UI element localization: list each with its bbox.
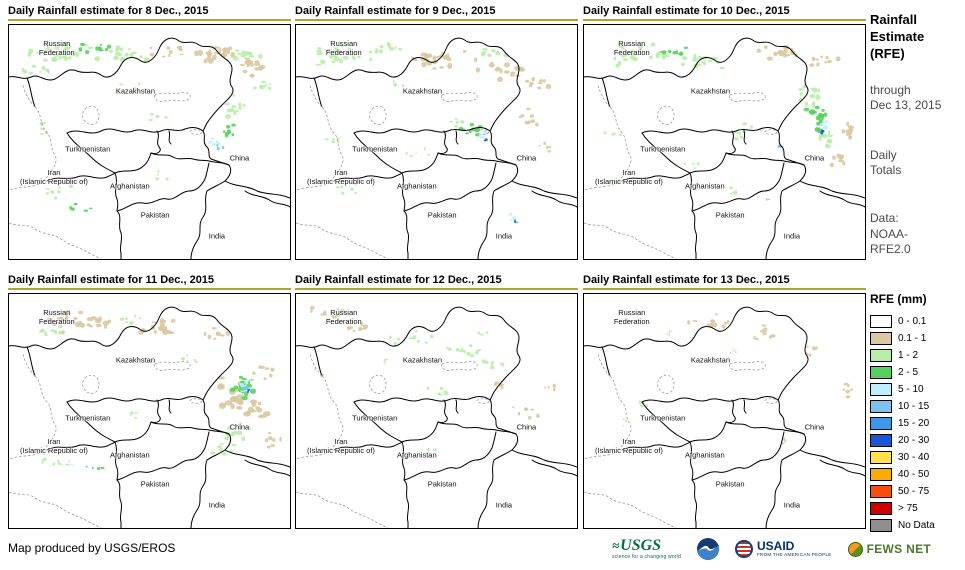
usgs-wave-icon: ≈ bbox=[612, 538, 620, 553]
usgs-wordmark: USGS bbox=[620, 537, 662, 554]
map-canvas bbox=[9, 37, 290, 259]
sidebar-through-date: through Dec 13, 2015 bbox=[870, 82, 942, 113]
legend-row: 5 - 10 bbox=[870, 381, 964, 398]
rainfall-layer bbox=[603, 42, 854, 201]
noaa-seal-icon bbox=[696, 538, 719, 560]
legend-label: 20 - 30 bbox=[898, 434, 930, 446]
map-panel-dec8: Daily Rainfall estimate for 8 Dec., 2015… bbox=[8, 4, 291, 260]
rainfall-layer bbox=[622, 313, 853, 445]
legend-swatch bbox=[870, 365, 892, 379]
map-dec13: Russian Federation Kazakhstan Turkmenistan… bbox=[583, 293, 866, 529]
map-canvas bbox=[9, 306, 290, 528]
usgs-tagline: science for a changing world bbox=[612, 554, 681, 560]
legend-label: 10 - 15 bbox=[898, 400, 930, 412]
legend-row: 2 - 5 bbox=[870, 364, 964, 381]
map-panel-dec13: Daily Rainfall estimate for 13 Dec., 201… bbox=[583, 273, 866, 529]
map-canvas bbox=[296, 305, 577, 528]
legend-label: 0 - 0.1 bbox=[898, 315, 927, 327]
map-panel-dec9: Daily Rainfall estimate for 9 Dec., 2015… bbox=[295, 4, 578, 260]
panel-title: Daily Rainfall estimate for 8 Dec., 2015 bbox=[8, 4, 291, 21]
legend-row: 0 - 0.1 bbox=[870, 313, 964, 330]
rainfall-layer bbox=[310, 305, 556, 456]
legend-label: 30 - 40 bbox=[898, 451, 930, 463]
map-dec11: Russian Federation Kazakhstan Turkmenistan… bbox=[8, 293, 291, 529]
legend-swatch bbox=[870, 348, 892, 362]
legend-swatch bbox=[870, 314, 892, 328]
country-borders bbox=[296, 306, 577, 528]
legend-list: 0 - 0.1 0.1 - 1 1 - 2 2 - 5 5 - 10 10 - 15 15 … bbox=[870, 313, 964, 534]
footer-logos: ≈USGS science for a changing world USAID… bbox=[612, 534, 931, 564]
panel-title: Daily Rainfall estimate for 9 Dec., 2015 bbox=[295, 4, 578, 21]
map-canvas bbox=[584, 37, 865, 259]
legend-swatch bbox=[870, 484, 892, 498]
fews-wordmark: FEWS NET bbox=[866, 542, 932, 556]
usaid-wordmark: USAID bbox=[756, 539, 795, 554]
panel-title: Daily Rainfall estimate for 13 Dec., 201… bbox=[583, 273, 866, 290]
legend-label: 2 - 5 bbox=[898, 366, 919, 378]
country-borders bbox=[296, 37, 577, 259]
legend-row: 1 - 2 bbox=[870, 347, 964, 364]
map-dec12: Russian Federation Kazakhstan Turkmenistan… bbox=[295, 293, 578, 529]
legend-label: 1 - 2 bbox=[898, 349, 919, 361]
legend-row: 50 - 75 bbox=[870, 483, 964, 500]
legend-swatch bbox=[870, 518, 892, 532]
sidebar-data-source: Data: NOAA- RFE2.0 bbox=[870, 211, 911, 257]
map-canvas bbox=[296, 37, 577, 259]
country-borders bbox=[9, 306, 290, 528]
legend-label: 15 - 20 bbox=[898, 417, 930, 429]
noaa-logo[interactable] bbox=[696, 538, 719, 560]
legend-swatch bbox=[870, 399, 892, 413]
legend-label: No Data bbox=[898, 519, 935, 531]
country-borders bbox=[584, 37, 865, 259]
sidebar-title: Rainfall Estimate (RFE) bbox=[870, 12, 925, 61]
fews-globe-icon bbox=[847, 541, 863, 557]
map-panel-dec10: Daily Rainfall estimate for 10 Dec., 201… bbox=[583, 4, 866, 260]
panel-title: Daily Rainfall estimate for 12 Dec., 201… bbox=[295, 273, 578, 290]
map-panel-dec12: Daily Rainfall estimate for 12 Dec., 201… bbox=[295, 273, 578, 529]
country-borders bbox=[9, 37, 290, 259]
legend-row: No Data bbox=[870, 517, 964, 534]
legend-label: 50 - 75 bbox=[898, 485, 930, 497]
legend-label: 5 - 10 bbox=[898, 383, 924, 395]
country-borders bbox=[584, 306, 865, 528]
legend-swatch bbox=[870, 416, 892, 430]
legend-swatch bbox=[870, 501, 892, 515]
rainfall-layer bbox=[38, 309, 282, 471]
legend-row: 40 - 50 bbox=[870, 466, 964, 483]
legend-swatch bbox=[870, 331, 892, 345]
map-dec8: Russian Federation Kazakhstan Turkmenistan… bbox=[8, 24, 291, 260]
legend-row: 30 - 40 bbox=[870, 449, 964, 466]
sidebar: Rainfall Estimate (RFE) through Dec 13, … bbox=[870, 12, 964, 534]
usaid-logo[interactable]: USAID FROM THE AMERICAN PEOPLE bbox=[734, 539, 832, 558]
legend-swatch bbox=[870, 467, 892, 481]
map-panel-dec11: Daily Rainfall estimate for 11 Dec., 201… bbox=[8, 273, 291, 529]
fews-net-logo[interactable]: FEWS NET bbox=[847, 541, 932, 557]
rainfall-layer bbox=[21, 41, 272, 212]
map-dec10: Russian Federation Kazakhstan Turkmenistan… bbox=[583, 24, 866, 260]
usaid-seal-icon bbox=[734, 540, 753, 558]
map-canvas bbox=[584, 306, 865, 528]
legend-row: 0.1 - 1 bbox=[870, 330, 964, 347]
map-credit: Map produced by USGS/EROS bbox=[8, 541, 176, 555]
legend-row: 15 - 20 bbox=[870, 415, 964, 432]
sidebar-daily-totals: Daily Totals bbox=[870, 147, 902, 178]
usgs-logo[interactable]: ≈USGS science for a changing world bbox=[612, 537, 681, 561]
map-dec9: Russian Federation Kazakhstan Turkmenistan… bbox=[295, 24, 578, 260]
legend-swatch bbox=[870, 382, 892, 396]
rainfall-layer bbox=[315, 41, 552, 224]
panel-title: Daily Rainfall estimate for 10 Dec., 201… bbox=[583, 4, 866, 21]
legend-swatch bbox=[870, 433, 892, 447]
legend-label: 40 - 50 bbox=[898, 468, 930, 480]
legend-title: RFE (mm) bbox=[870, 291, 927, 306]
legend-row: > 75 bbox=[870, 500, 964, 517]
legend-label: > 75 bbox=[898, 502, 918, 514]
legend-row: 20 - 30 bbox=[870, 432, 964, 449]
panel-title: Daily Rainfall estimate for 11 Dec., 201… bbox=[8, 273, 291, 290]
legend-label: 0.1 - 1 bbox=[898, 332, 927, 344]
legend-swatch bbox=[870, 450, 892, 464]
legend-row: 10 - 15 bbox=[870, 398, 964, 415]
usaid-tagline: FROM THE AMERICAN PEOPLE bbox=[756, 552, 832, 558]
